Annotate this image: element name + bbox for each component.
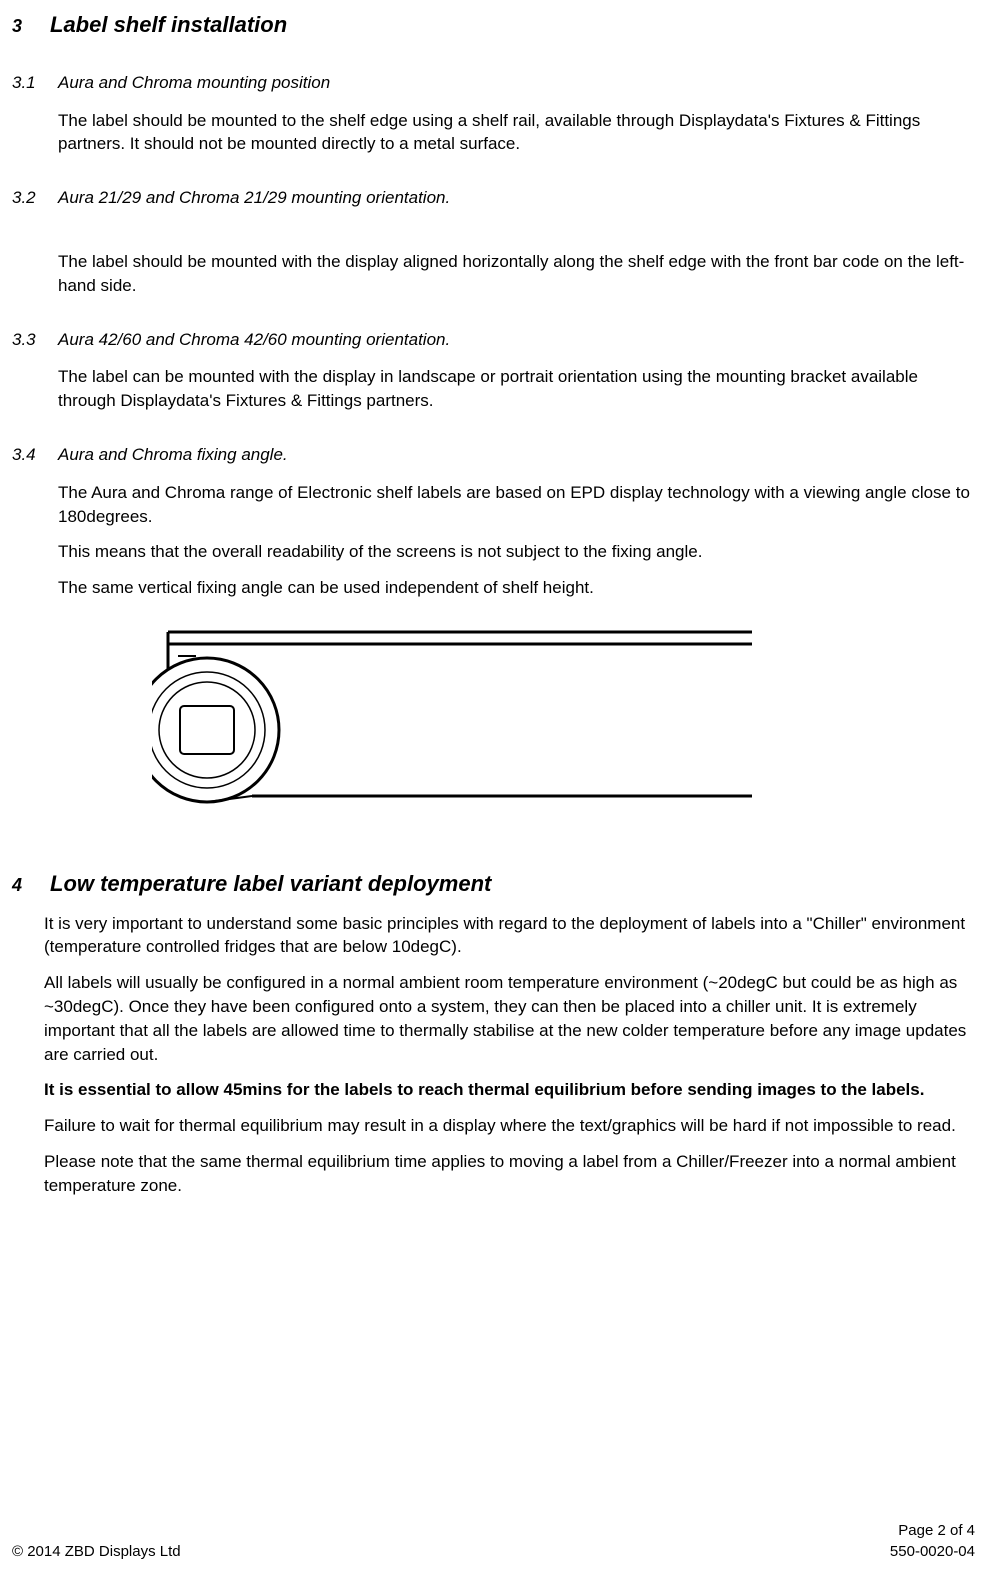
paragraph-4-3-bold: It is essential to allow 45mins for the … — [44, 1078, 975, 1102]
paragraph-4-4: Failure to wait for thermal equilibrium … — [44, 1114, 975, 1138]
section-4-heading: 4 Low temperature label variant deployme… — [12, 869, 975, 900]
section-3-title: Label shelf installation — [50, 10, 287, 41]
footer-right-block: Page 2 of 4 550-0020-04 — [890, 1520, 975, 1562]
paragraph-3-4-1: The Aura and Chroma range of Electronic … — [58, 481, 975, 529]
section-3-number: 3 — [12, 14, 50, 39]
footer-copyright: © 2014 ZBD Displays Ltd — [12, 1541, 181, 1562]
paragraph-3-2-1: The label should be mounted with the dis… — [58, 250, 975, 298]
paragraph-4-5: Please note that the same thermal equili… — [44, 1150, 975, 1198]
paragraph-4-2: All labels will usually be configured in… — [44, 971, 975, 1066]
paragraph-3-1-1: The label should be mounted to the shelf… — [58, 109, 975, 157]
paragraph-4-1: It is very important to understand some … — [44, 912, 975, 960]
spacer — [12, 224, 975, 250]
footer-docnum: 550-0020-04 — [890, 1541, 975, 1562]
subsection-3-3-number: 3.3 — [12, 328, 58, 352]
subsection-3-2-number: 3.2 — [12, 186, 58, 210]
paragraph-3-4-3: The same vertical fixing angle can be us… — [58, 576, 975, 600]
subsection-3-4-heading: 3.4 Aura and Chroma fixing angle. — [12, 443, 975, 467]
subsection-3-1-heading: 3.1 Aura and Chroma mounting position — [12, 71, 975, 95]
footer-page-number: Page 2 of 4 — [890, 1520, 975, 1541]
subsection-3-3-title: Aura 42/60 and Chroma 42/60 mounting ori… — [58, 328, 450, 352]
paragraph-3-4-2: This means that the overall readability … — [58, 540, 975, 564]
subsection-3-2-title: Aura 21/29 and Chroma 21/29 mounting ori… — [58, 186, 450, 210]
shelf-mounting-diagram-svg — [152, 618, 772, 816]
section-4-title: Low temperature label variant deployment — [50, 869, 491, 900]
subsection-3-1-number: 3.1 — [12, 71, 58, 95]
subsection-3-4-number: 3.4 — [12, 443, 58, 467]
subsection-3-2-heading: 3.2 Aura 21/29 and Chroma 21/29 mounting… — [12, 186, 975, 210]
paragraph-3-3-1: The label can be mounted with the displa… — [58, 365, 975, 413]
subsection-3-4-title: Aura and Chroma fixing angle. — [58, 443, 288, 467]
subsection-3-3-heading: 3.3 Aura 42/60 and Chroma 42/60 mounting… — [12, 328, 975, 352]
shelf-mounting-figure — [152, 618, 975, 823]
section-4-number: 4 — [12, 873, 50, 898]
section-3-heading: 3 Label shelf installation — [12, 10, 975, 41]
subsection-3-1-title: Aura and Chroma mounting position — [58, 71, 330, 95]
page-footer: © 2014 ZBD Displays Ltd Page 2 of 4 550-… — [12, 1520, 975, 1562]
